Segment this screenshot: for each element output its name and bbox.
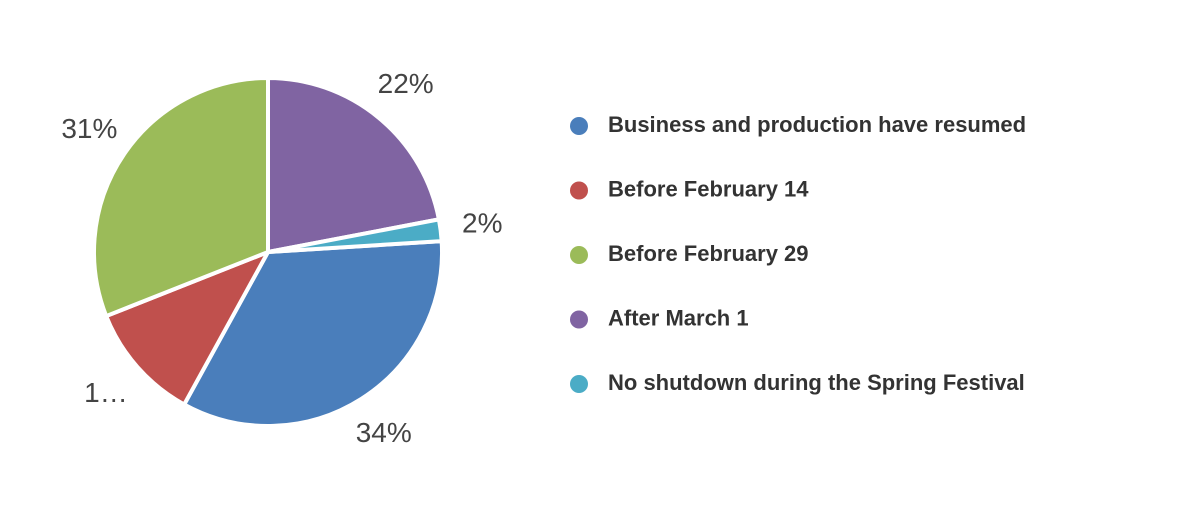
slice-label: 31% [61, 113, 117, 144]
slice-label: 34% [356, 417, 412, 448]
legend-label: Before February 29 [608, 241, 809, 266]
legend-label: Business and production have resumed [608, 112, 1026, 137]
legend-marker [570, 310, 588, 329]
legend-label: After March 1 [608, 305, 749, 330]
legend-label: No shutdown during the Spring Festival [608, 370, 1025, 395]
slice-label: 1… [84, 377, 128, 408]
legend-marker [570, 117, 588, 135]
legend-marker [570, 181, 588, 200]
legend-label: Before February 14 [608, 176, 809, 201]
pie-slice [266, 75, 442, 255]
legend-marker [570, 375, 588, 393]
slice-label: 22% [378, 68, 434, 99]
pie-slice [103, 248, 273, 408]
pie-slice [267, 217, 444, 254]
legend-marker [570, 246, 588, 264]
pie-slice [92, 75, 270, 319]
slice-label: 2% [462, 207, 502, 238]
